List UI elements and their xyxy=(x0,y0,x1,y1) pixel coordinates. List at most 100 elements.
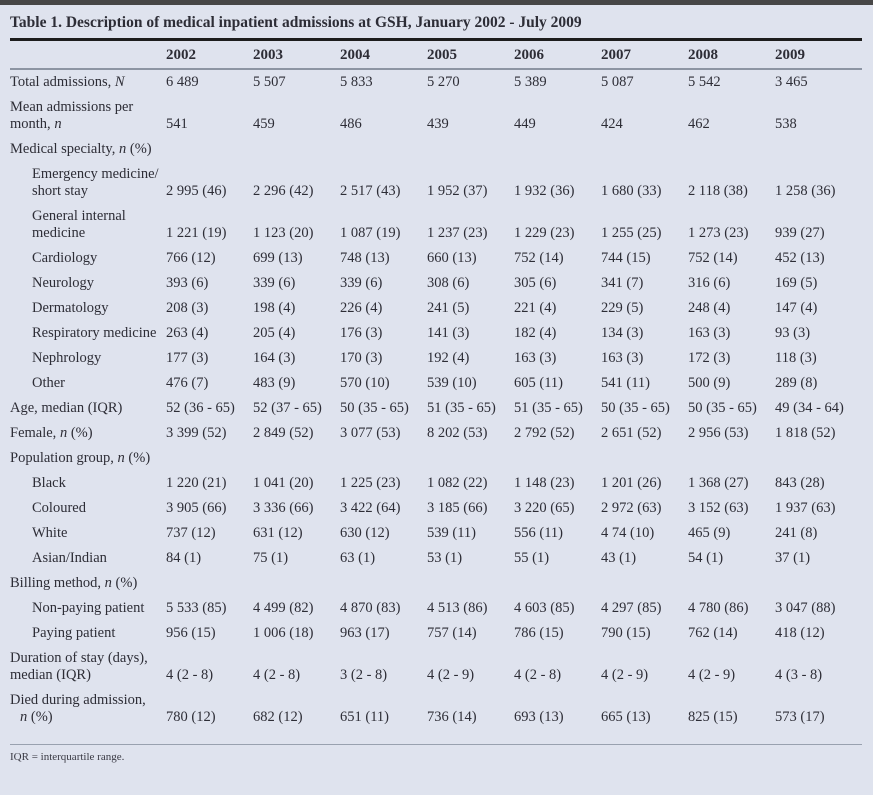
value-cell: 1 123 (20) xyxy=(253,225,314,241)
value-cell xyxy=(688,571,775,596)
table-row: White 737 (12) 631 (12) 630 (12) 539 (11) 556… xyxy=(10,521,862,546)
value-cell: 4 (2 - 9) xyxy=(427,667,475,683)
value-cell: 52 (37 - 65) xyxy=(253,400,322,416)
row-label: Asian/Indian xyxy=(32,550,107,566)
value-cell: 459 xyxy=(253,116,275,132)
value-cell: 164 (3) xyxy=(253,350,296,366)
value-cell: 465 (9) xyxy=(688,525,731,541)
value-cell: 780 (12) xyxy=(166,709,216,725)
value-cell: 538 xyxy=(775,116,797,132)
table-card: Table 1. Description of medical inpatien… xyxy=(0,5,873,764)
value-cell: 75 (1) xyxy=(253,550,289,566)
value-cell: 5 507 xyxy=(253,74,286,90)
value-cell: 1 041 (20) xyxy=(253,475,314,491)
value-cell: 2 995 (46) xyxy=(166,183,227,199)
table-row: Medical specialty, n (%) xyxy=(10,137,862,162)
table-row: Duration of stay (days), median (IQR) 4 (2… xyxy=(10,646,862,688)
value-cell: 118 (3) xyxy=(775,350,817,366)
value-cell: 736 (14) xyxy=(427,709,477,725)
value-cell: 790 (15) xyxy=(601,625,651,641)
value-cell: 263 (4) xyxy=(166,325,209,341)
value-cell: 2 956 (53) xyxy=(688,425,749,441)
value-cell: 3 465 xyxy=(775,74,808,90)
value-cell: 766 (12) xyxy=(166,250,216,266)
value-cell: 1 006 (18) xyxy=(253,625,314,641)
table-row: Total admissions, N 6 489 5 507 5 833 5 270 5… xyxy=(10,69,862,95)
value-cell: 476 (7) xyxy=(166,375,209,391)
value-cell xyxy=(601,571,688,596)
value-cell: 54 (1) xyxy=(688,550,724,566)
value-cell: 2 972 (63) xyxy=(601,500,662,516)
table-row: Asian/Indian 84 (1) 75 (1) 63 (1) 53 (1) 55 (… xyxy=(10,546,862,571)
value-cell: 4 870 (83) xyxy=(340,600,401,616)
value-cell: 486 xyxy=(340,116,362,132)
value-cell: 163 (3) xyxy=(688,325,731,341)
value-cell: 50 (35 - 65) xyxy=(340,400,409,416)
value-cell: 198 (4) xyxy=(253,300,296,316)
row-label-header xyxy=(10,41,166,69)
value-cell: 393 (6) xyxy=(166,275,209,291)
value-cell: 4 603 (85) xyxy=(514,600,575,616)
value-cell: 539 (11) xyxy=(427,525,476,541)
row-label: General internal medicine xyxy=(32,208,126,241)
value-cell: 93 (3) xyxy=(775,325,811,341)
table-row: Neurology 393 (6) 339 (6) 339 (6) 308 (6) 305… xyxy=(10,271,862,296)
row-label: Emergency medicine/short stay xyxy=(32,166,159,199)
value-cell: 541 (11) xyxy=(601,375,650,391)
value-cell: 37 (1) xyxy=(775,550,811,566)
year-header: 2002 xyxy=(166,47,196,63)
value-cell: 2 296 (42) xyxy=(253,183,314,199)
value-cell: 573 (17) xyxy=(775,709,825,725)
value-cell: 205 (4) xyxy=(253,325,296,341)
table-title: Table 1. Description of medical inpatien… xyxy=(10,14,582,31)
value-cell: 4 (2 - 8) xyxy=(253,667,301,683)
value-cell: 49 (34 - 64) xyxy=(775,400,844,416)
value-cell: 226 (4) xyxy=(340,300,383,316)
value-cell xyxy=(427,446,514,471)
value-cell: 163 (3) xyxy=(601,350,644,366)
value-cell: 339 (6) xyxy=(340,275,383,291)
year-header: 2009 xyxy=(775,47,805,63)
value-cell: 4 780 (86) xyxy=(688,600,749,616)
table-row: Female, n (%) 3 399 (52) 2 849 (52) 3 077 (… xyxy=(10,421,862,446)
value-cell: 8 202 (53) xyxy=(427,425,488,441)
value-cell: 3 422 (64) xyxy=(340,500,401,516)
table-row: Respiratory medicine 263 (4) 205 (4) 176 (3… xyxy=(10,321,862,346)
year-header: 2003 xyxy=(253,47,283,63)
value-cell: 439 xyxy=(427,116,449,132)
year-header: 2007 xyxy=(601,47,631,63)
value-cell xyxy=(514,137,601,162)
table-row: Billing method, n (%) xyxy=(10,571,862,596)
value-cell: 1 229 (23) xyxy=(514,225,575,241)
year-header: 2006 xyxy=(514,47,544,63)
row-label: Female, n (%) xyxy=(10,425,93,441)
top-edge-strip xyxy=(0,0,873,5)
value-cell: 418 (12) xyxy=(775,625,825,641)
value-cell xyxy=(514,571,601,596)
value-cell: 163 (3) xyxy=(514,350,557,366)
value-cell xyxy=(601,446,688,471)
value-cell: 3 905 (66) xyxy=(166,500,227,516)
value-cell: 177 (3) xyxy=(166,350,209,366)
value-cell: 5 542 xyxy=(688,74,721,90)
table-row: Coloured 3 905 (66) 3 336 (66) 3 422 (64) 3 … xyxy=(10,496,862,521)
row-label: Paying patient xyxy=(32,625,116,641)
value-cell: 4 (2 - 8) xyxy=(166,667,214,683)
value-cell: 182 (4) xyxy=(514,325,557,341)
value-cell: 3 077 (53) xyxy=(340,425,401,441)
value-cell: 4 297 (85) xyxy=(601,600,662,616)
value-cell xyxy=(340,571,427,596)
value-cell: 1 952 (37) xyxy=(427,183,488,199)
value-cell: 305 (6) xyxy=(514,275,557,291)
row-label: Other xyxy=(32,375,66,391)
value-cell: 682 (12) xyxy=(253,709,303,725)
row-label: Died during admission, n (%) xyxy=(10,692,146,725)
table-row: General internal medicine 1 221 (19) 1 123 … xyxy=(10,204,862,246)
value-cell: 1 221 (19) xyxy=(166,225,227,241)
table-row: Dermatology 208 (3) 198 (4) 226 (4) 241 (5) 2… xyxy=(10,296,862,321)
value-cell: 3 399 (52) xyxy=(166,425,227,441)
value-cell xyxy=(253,137,340,162)
value-cell: 1 932 (36) xyxy=(514,183,575,199)
row-label: Medical specialty, n (%) xyxy=(10,141,152,157)
